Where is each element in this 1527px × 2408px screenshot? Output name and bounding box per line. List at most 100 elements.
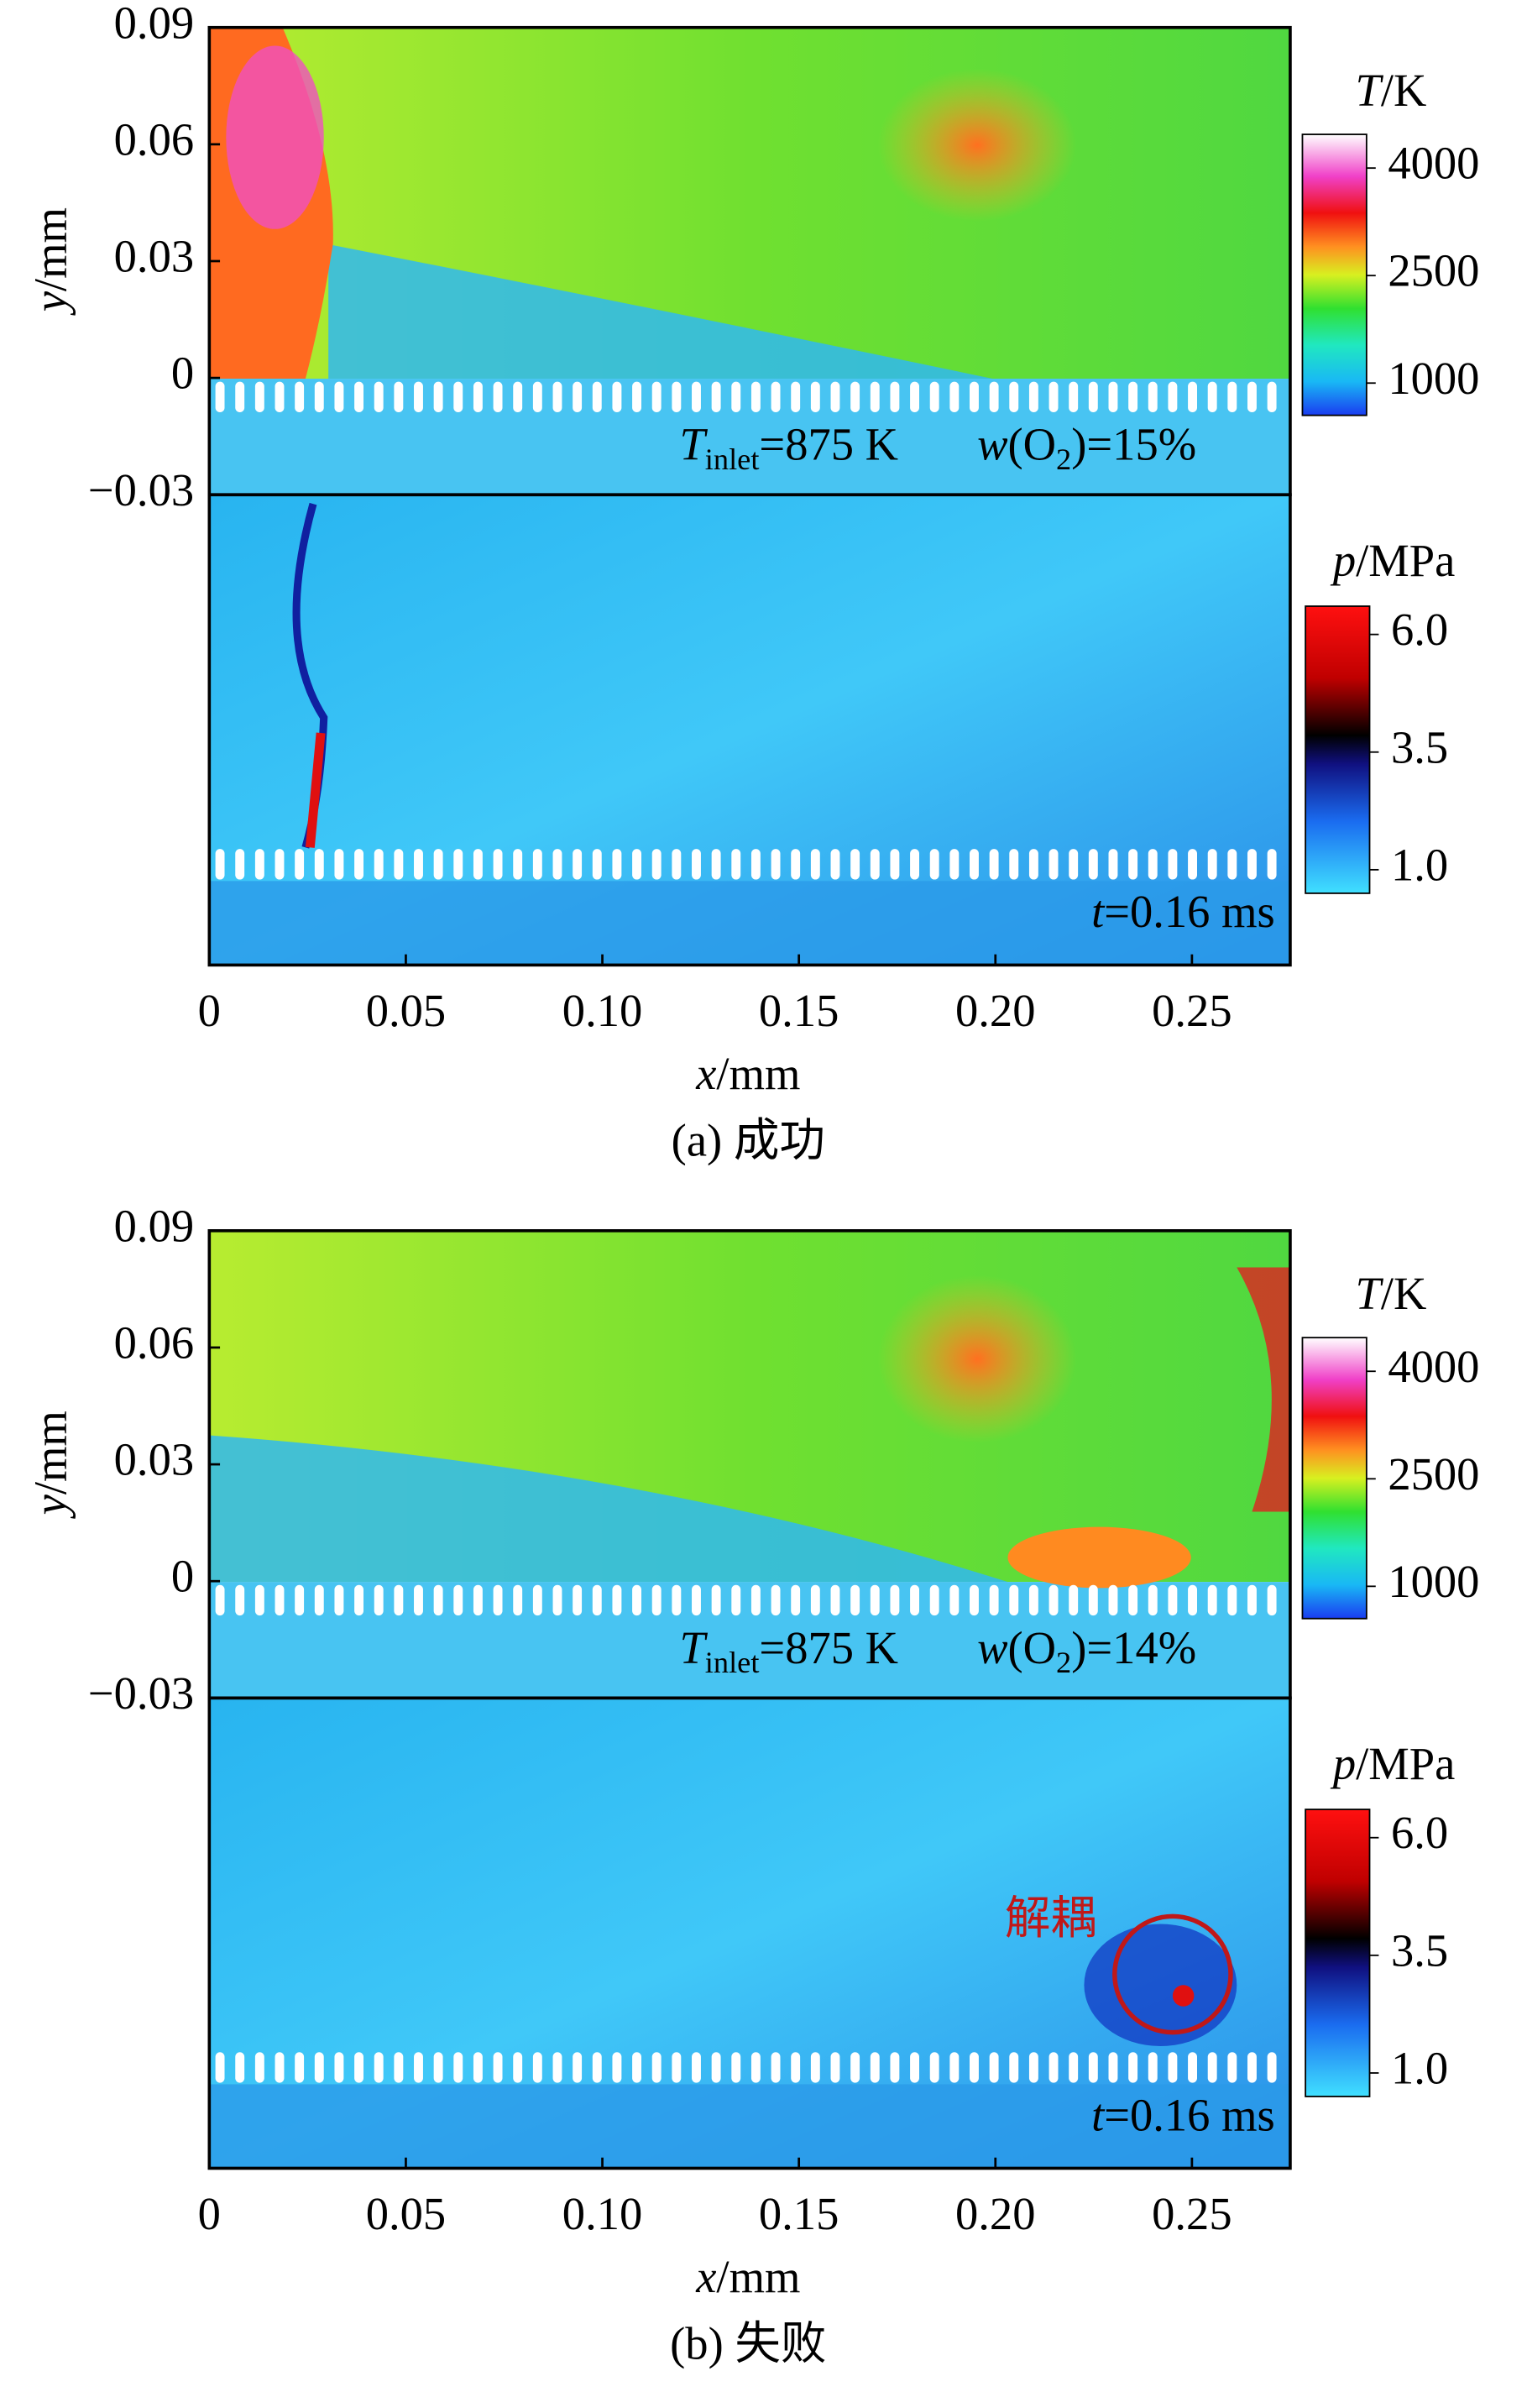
wall-hole <box>295 1584 305 1616</box>
wall-hole <box>929 2052 939 2083</box>
wall-hole <box>414 381 423 413</box>
text-part: /mm <box>716 2251 800 2302</box>
x-tick-label: 0.20 <box>955 985 1035 1036</box>
text-part: /MPa <box>1356 534 1455 585</box>
y-tick-label: 0.09 <box>114 0 194 48</box>
wall-hole <box>295 849 305 880</box>
wall-hole <box>1009 849 1019 880</box>
wall-hole <box>612 1584 622 1616</box>
wall-hole <box>810 381 820 413</box>
x-tick-label: 0.25 <box>1152 2188 1232 2239</box>
colorbar-tick-label: 1000 <box>1388 353 1479 404</box>
wall-hole <box>929 381 939 413</box>
x-tick-label: 0.10 <box>562 985 642 1036</box>
wall-hole <box>473 849 483 880</box>
wall-hole <box>1128 1584 1138 1616</box>
wall-hole <box>750 2052 761 2083</box>
wall-hole <box>651 381 662 413</box>
text-part: t <box>1091 886 1106 937</box>
wall-hole <box>750 381 761 413</box>
text-part: (O <box>1008 418 1057 469</box>
wall-hole <box>651 849 662 880</box>
colorbar <box>1301 1337 1368 1620</box>
wall-hole <box>870 849 880 880</box>
wall-hole <box>394 1584 404 1616</box>
colorbar-tick-label: 6.0 <box>1391 604 1448 655</box>
wall-hole <box>989 381 999 413</box>
wall-hole <box>791 849 801 880</box>
wall-hole <box>493 849 503 880</box>
wall-hole <box>513 381 523 413</box>
colorbar-tick-label: 1.0 <box>1391 2042 1448 2093</box>
text-part: =875 K <box>759 1621 898 1673</box>
text-part: =0.16 ms <box>1104 2089 1275 2140</box>
wall-hole <box>235 2052 245 2083</box>
caption: (a) 成功 <box>672 1114 825 1165</box>
wall-hole <box>692 1584 701 1616</box>
colorbar-tick-label: 2500 <box>1388 1448 1479 1500</box>
wall-hole <box>532 849 542 880</box>
wall-hole <box>394 381 404 413</box>
wall-hole <box>1247 381 1257 413</box>
wall-hole <box>632 1584 642 1616</box>
wall-hole <box>870 381 880 413</box>
wall-hole <box>731 381 741 413</box>
wall-hole <box>910 2052 920 2083</box>
wall-hole <box>1049 1584 1059 1616</box>
wall-hole <box>334 1584 344 1616</box>
text-part: =0.16 ms <box>1104 886 1275 937</box>
y-tick-label: −0.03 <box>88 464 194 516</box>
text-part: /MPa <box>1356 1738 1455 1789</box>
wall-hole <box>1188 849 1197 880</box>
wall-hole <box>334 2052 344 2083</box>
wall-hole <box>1069 381 1079 413</box>
wall-hole <box>354 849 364 880</box>
text-part: inlet <box>705 442 760 476</box>
colorbar <box>1301 133 1368 416</box>
text-part: p <box>1330 534 1356 585</box>
wall-hole <box>215 2052 225 2083</box>
wall-hole <box>374 381 384 413</box>
wall-hole <box>1069 849 1079 880</box>
wall-hole <box>672 1584 682 1616</box>
text-part: y <box>24 1494 76 1519</box>
text-part: p <box>1330 1738 1356 1789</box>
wall-hole <box>910 1584 920 1616</box>
wall-hole <box>1009 381 1019 413</box>
wall-hole <box>493 1584 503 1616</box>
wall-hole <box>1168 1584 1178 1616</box>
wall-hole <box>592 381 602 413</box>
wall-hole <box>1168 849 1178 880</box>
wall-hole <box>970 1584 979 1616</box>
text-part: y <box>24 291 76 316</box>
text-part: )=15% <box>1071 418 1196 469</box>
wall-hole <box>374 1584 384 1616</box>
wall-hole <box>493 2052 503 2083</box>
wall-hole <box>254 2052 264 2083</box>
colorbar-label: T/K <box>1356 64 1427 115</box>
wall-hole <box>433 849 443 880</box>
wall-hole <box>453 381 463 413</box>
wall-hole <box>711 1584 721 1616</box>
wall-hole <box>672 849 682 880</box>
wall-hole <box>731 2052 741 2083</box>
wall-hole <box>949 1584 960 1616</box>
wall-hole <box>493 381 503 413</box>
wall-hole <box>1247 849 1257 880</box>
x-axis-label: x/mm <box>695 2251 800 2302</box>
wall-hole <box>771 381 781 413</box>
wall-hole <box>692 849 701 880</box>
wall-hole <box>1028 849 1038 880</box>
text-part: x <box>695 1047 716 1098</box>
colorbar-tick-label: 2500 <box>1388 245 1479 296</box>
wall-hole <box>414 849 423 880</box>
wall-hole <box>1028 2052 1038 2083</box>
colorbar-label: T/K <box>1356 1267 1427 1318</box>
wall-hole <box>791 1584 801 1616</box>
wall-hole <box>334 849 344 880</box>
x-tick-label: 0.05 <box>366 985 446 1036</box>
y-tick-label: 0 <box>171 1551 194 1602</box>
wall-hole <box>592 849 602 880</box>
pressure-frame <box>207 493 1292 967</box>
wall-hole <box>1049 2052 1059 2083</box>
